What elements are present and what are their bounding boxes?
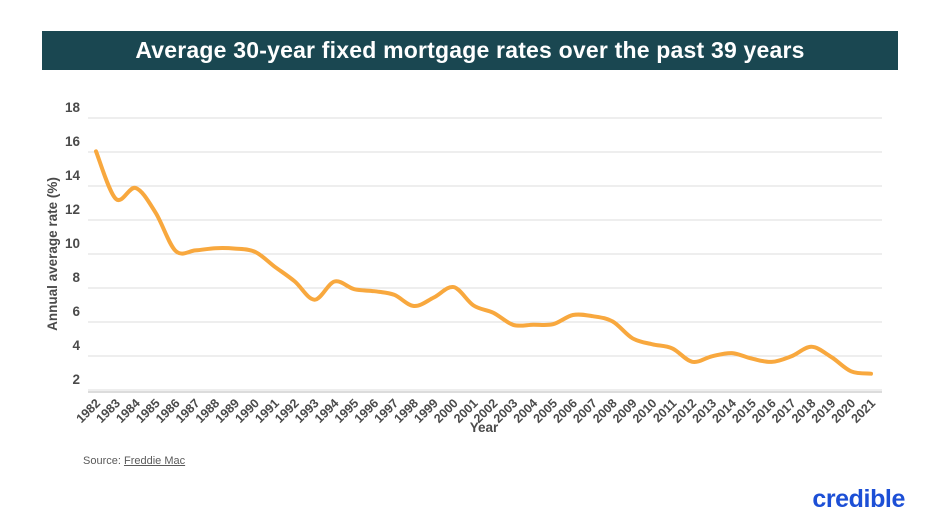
y-tick-label: 10 bbox=[65, 236, 80, 251]
y-tick-label: 18 bbox=[65, 100, 81, 115]
title-bar: Average 30-year fixed mortgage rates ove… bbox=[42, 31, 898, 70]
y-tick-label: 6 bbox=[72, 304, 80, 319]
gridlines bbox=[88, 117, 882, 391]
y-tick-labels: 2 4 6 8 10 12 14 16 18 bbox=[65, 100, 81, 387]
x-axis-label: Year bbox=[469, 420, 499, 435]
rate-line bbox=[94, 149, 873, 376]
chart-title: Average 30-year fixed mortgage rates ove… bbox=[135, 37, 805, 63]
source-line: Source: Freddie Mac bbox=[83, 455, 185, 467]
y-tick-label: 16 bbox=[65, 134, 81, 149]
source-prefix: Source: bbox=[83, 455, 124, 467]
y-tick-label: 8 bbox=[72, 270, 80, 285]
y-tick-label: 14 bbox=[65, 168, 81, 183]
y-axis-label: Annual average rate (%) bbox=[45, 177, 60, 331]
credible-logo[interactable]: credible bbox=[812, 485, 905, 513]
x-tick-label: 2021 bbox=[849, 396, 879, 426]
y-tick-label: 4 bbox=[72, 338, 80, 353]
source-link[interactable]: Freddie Mac bbox=[123, 455, 186, 467]
y-tick-label: 2 bbox=[72, 372, 80, 387]
y-tick-label: 12 bbox=[65, 202, 80, 217]
